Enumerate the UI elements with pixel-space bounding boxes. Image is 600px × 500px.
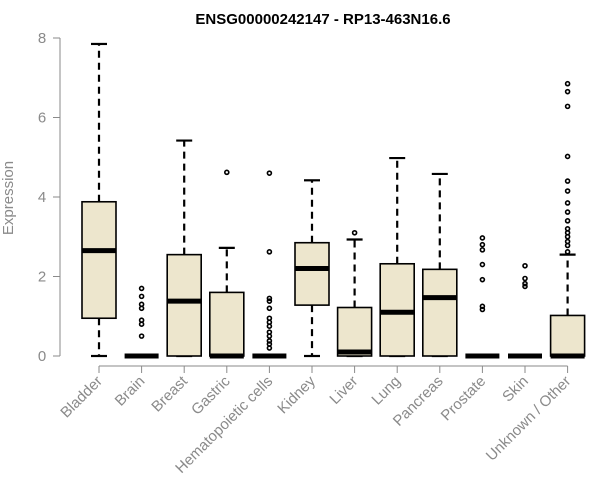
outlier-point bbox=[224, 169, 230, 176]
outlier-point bbox=[138, 333, 145, 339]
outlier-point bbox=[479, 303, 486, 310]
x-tick-label: Bladder bbox=[57, 373, 106, 422]
outlier-point bbox=[522, 280, 528, 287]
box-4 bbox=[209, 169, 245, 359]
y-tick-label: 6 bbox=[38, 110, 46, 127]
outlier-point bbox=[138, 321, 145, 328]
y-axis-label: Expression bbox=[0, 161, 17, 235]
box-2 bbox=[124, 285, 159, 359]
x-tick-label: Prostate bbox=[438, 373, 490, 425]
box-12 bbox=[549, 80, 586, 359]
y-tick-label: 2 bbox=[38, 269, 46, 286]
y-tick-label: 4 bbox=[38, 189, 46, 206]
y-tick-label: 8 bbox=[38, 30, 46, 47]
outlier-point bbox=[479, 276, 486, 283]
chart-title: ENSG00000242147 - RP13-463N16.6 bbox=[195, 11, 450, 28]
outlier-point bbox=[266, 295, 273, 302]
box-rect bbox=[294, 241, 330, 306]
x-tick-label: Skin bbox=[499, 373, 532, 406]
outlier-point bbox=[479, 247, 486, 253]
outlier-point bbox=[266, 305, 273, 312]
outlier-point bbox=[564, 88, 571, 95]
x-tick-label: Lung bbox=[368, 373, 404, 409]
outlier-point bbox=[522, 283, 528, 290]
outlier-point bbox=[564, 153, 571, 160]
outlier-point bbox=[564, 200, 571, 206]
outlier-point bbox=[138, 293, 145, 300]
outlier-point bbox=[479, 261, 486, 268]
y-axis: 0 2 4 6 8 bbox=[38, 30, 61, 365]
box-3 bbox=[166, 139, 202, 358]
box-rect bbox=[81, 200, 117, 320]
outlier-point bbox=[266, 338, 273, 344]
outlier-point bbox=[564, 103, 571, 110]
outlier-point bbox=[351, 229, 358, 236]
outlier-point bbox=[564, 80, 571, 87]
outlier-point bbox=[266, 333, 273, 339]
box-11 bbox=[508, 262, 542, 359]
boxes-group bbox=[81, 42, 586, 359]
box-6 bbox=[294, 179, 330, 358]
box-5 bbox=[252, 170, 287, 359]
outlier-point bbox=[266, 345, 273, 351]
box-1 bbox=[81, 42, 117, 358]
x-tick-label: Liver bbox=[326, 373, 361, 408]
y-tick-label: 0 bbox=[38, 348, 46, 365]
outlier-point bbox=[564, 178, 571, 184]
outlier-point bbox=[564, 188, 571, 194]
box-7 bbox=[336, 229, 373, 358]
box-10 bbox=[465, 235, 500, 359]
x-tick-label: Breast bbox=[148, 372, 191, 415]
outlier-point bbox=[266, 323, 273, 329]
box-8 bbox=[379, 156, 416, 358]
x-tick-label: Kidney bbox=[274, 372, 319, 417]
box-9 bbox=[421, 172, 458, 358]
box-rect bbox=[209, 291, 245, 357]
outlier-point bbox=[522, 275, 528, 282]
outlier-point bbox=[138, 285, 145, 292]
outlier-point bbox=[138, 305, 145, 312]
outlier-point bbox=[479, 235, 486, 241]
box-rect bbox=[549, 314, 586, 357]
outlier-point bbox=[266, 249, 273, 255]
box-rect bbox=[336, 306, 373, 357]
x-tick-label: Brain bbox=[112, 373, 149, 410]
outlier-point bbox=[564, 218, 571, 224]
box-rect bbox=[166, 253, 202, 357]
outlier-point bbox=[479, 241, 486, 248]
outlier-point bbox=[564, 233, 571, 240]
outlier-point bbox=[564, 249, 571, 255]
outlier-point bbox=[266, 298, 273, 304]
outlier-point bbox=[564, 209, 571, 215]
outlier-point bbox=[522, 262, 528, 269]
outlier-point bbox=[479, 306, 486, 313]
outlier-point bbox=[564, 242, 571, 249]
outlier-point bbox=[266, 170, 273, 176]
box-rect bbox=[421, 268, 458, 357]
